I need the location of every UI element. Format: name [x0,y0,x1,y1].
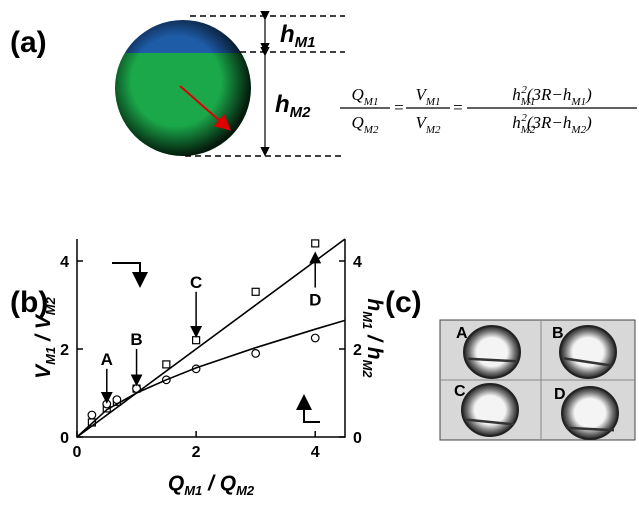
annotation: C [190,273,202,292]
text-part: Q [352,113,364,132]
x-tick-label: 4 [311,444,320,461]
y2-axis-label: hM1 / hM2 [360,298,386,378]
page: {"panels": {"a": "(a)", "b": "(b)", "c":… [0,0,639,506]
eq-numerator: hM12(3R−hM1) [512,84,592,108]
y-tick-label: 4 [60,254,69,271]
droplet-image [562,387,618,439]
text-part: M1 [363,96,379,108]
text-part: (3R−h [527,85,572,104]
circle-point [311,334,319,342]
circle-point [103,400,111,408]
y-tick-label: 2 [60,342,69,359]
text-part: M1 [570,96,586,108]
eq-numerator: QM1 [352,85,379,108]
eq-denominator: hM22(3R−hM2) [512,112,592,136]
text-part: M2 [363,124,379,136]
eq-numerator: VM1 [415,85,440,108]
y-tick-label: 0 [60,430,69,447]
eq-equals: = [393,98,404,117]
square-point [163,361,170,368]
text-part: M2 [43,296,58,315]
text-part: M2 [425,124,441,136]
droplet-image [462,384,518,436]
text-part: (3R−h [527,113,572,132]
droplet-image [464,326,520,378]
text-part: M1 [184,483,202,498]
image-label: A [456,325,468,342]
image-label: C [454,383,466,400]
y2-tick-label: 2 [353,342,362,359]
text-part: M2 [360,360,375,379]
panel-label: (c) [385,286,422,319]
text-part: M2 [570,124,586,136]
image-label: B [552,325,564,342]
text-part: M1 [43,347,58,365]
circle-point [252,350,260,358]
text-part: M1 [295,34,316,51]
text-part: / h [363,329,386,359]
y2-tick-label: 4 [353,254,362,271]
annotation: B [130,330,142,349]
eq-denominator: QM2 [352,113,379,136]
x-tick-label: 0 [73,444,82,461]
text-part: h [280,21,295,48]
image-label: D [554,386,566,403]
circle-point [88,411,96,419]
panel-label: (a) [10,26,47,59]
text-part: Q [352,85,364,104]
text-part: / V [32,313,55,347]
height-label: hM1 [280,21,316,51]
eq-equals: = [452,98,463,117]
droplet [560,326,616,378]
text-part: M2 [236,483,255,498]
text-part: Q [168,472,184,495]
annotation: D [309,291,321,310]
height-label: hM2 [275,91,311,121]
annotation: A [101,350,113,369]
droplet [464,326,520,378]
droplet-image [560,326,616,378]
text-part: M1 [425,96,441,108]
text-part: M1 [360,311,375,329]
figure: (a) (c) (b) hM1hM2QM1QM2VM1VM2hM12(3R−hM… [0,0,639,506]
text-part: M2 [290,104,311,121]
text-part: ) [585,85,592,104]
sphere [110,15,260,163]
text-part: h [363,298,386,311]
y2-tick-label: 0 [353,430,362,447]
text-part: h [275,91,290,118]
x-axis-label: QM1 / QM2 [168,472,255,498]
text-part: h [512,113,521,132]
text-part: h [512,85,521,104]
droplet [462,384,518,436]
square-point [193,337,200,344]
x-tick-label: 2 [192,444,201,461]
axis-hint-arrows [112,263,320,422]
square-point [252,288,259,295]
eq-denominator: VM2 [415,113,441,136]
text-part: / Q [202,472,236,495]
square-point [312,240,319,247]
text-part: ) [585,113,592,132]
